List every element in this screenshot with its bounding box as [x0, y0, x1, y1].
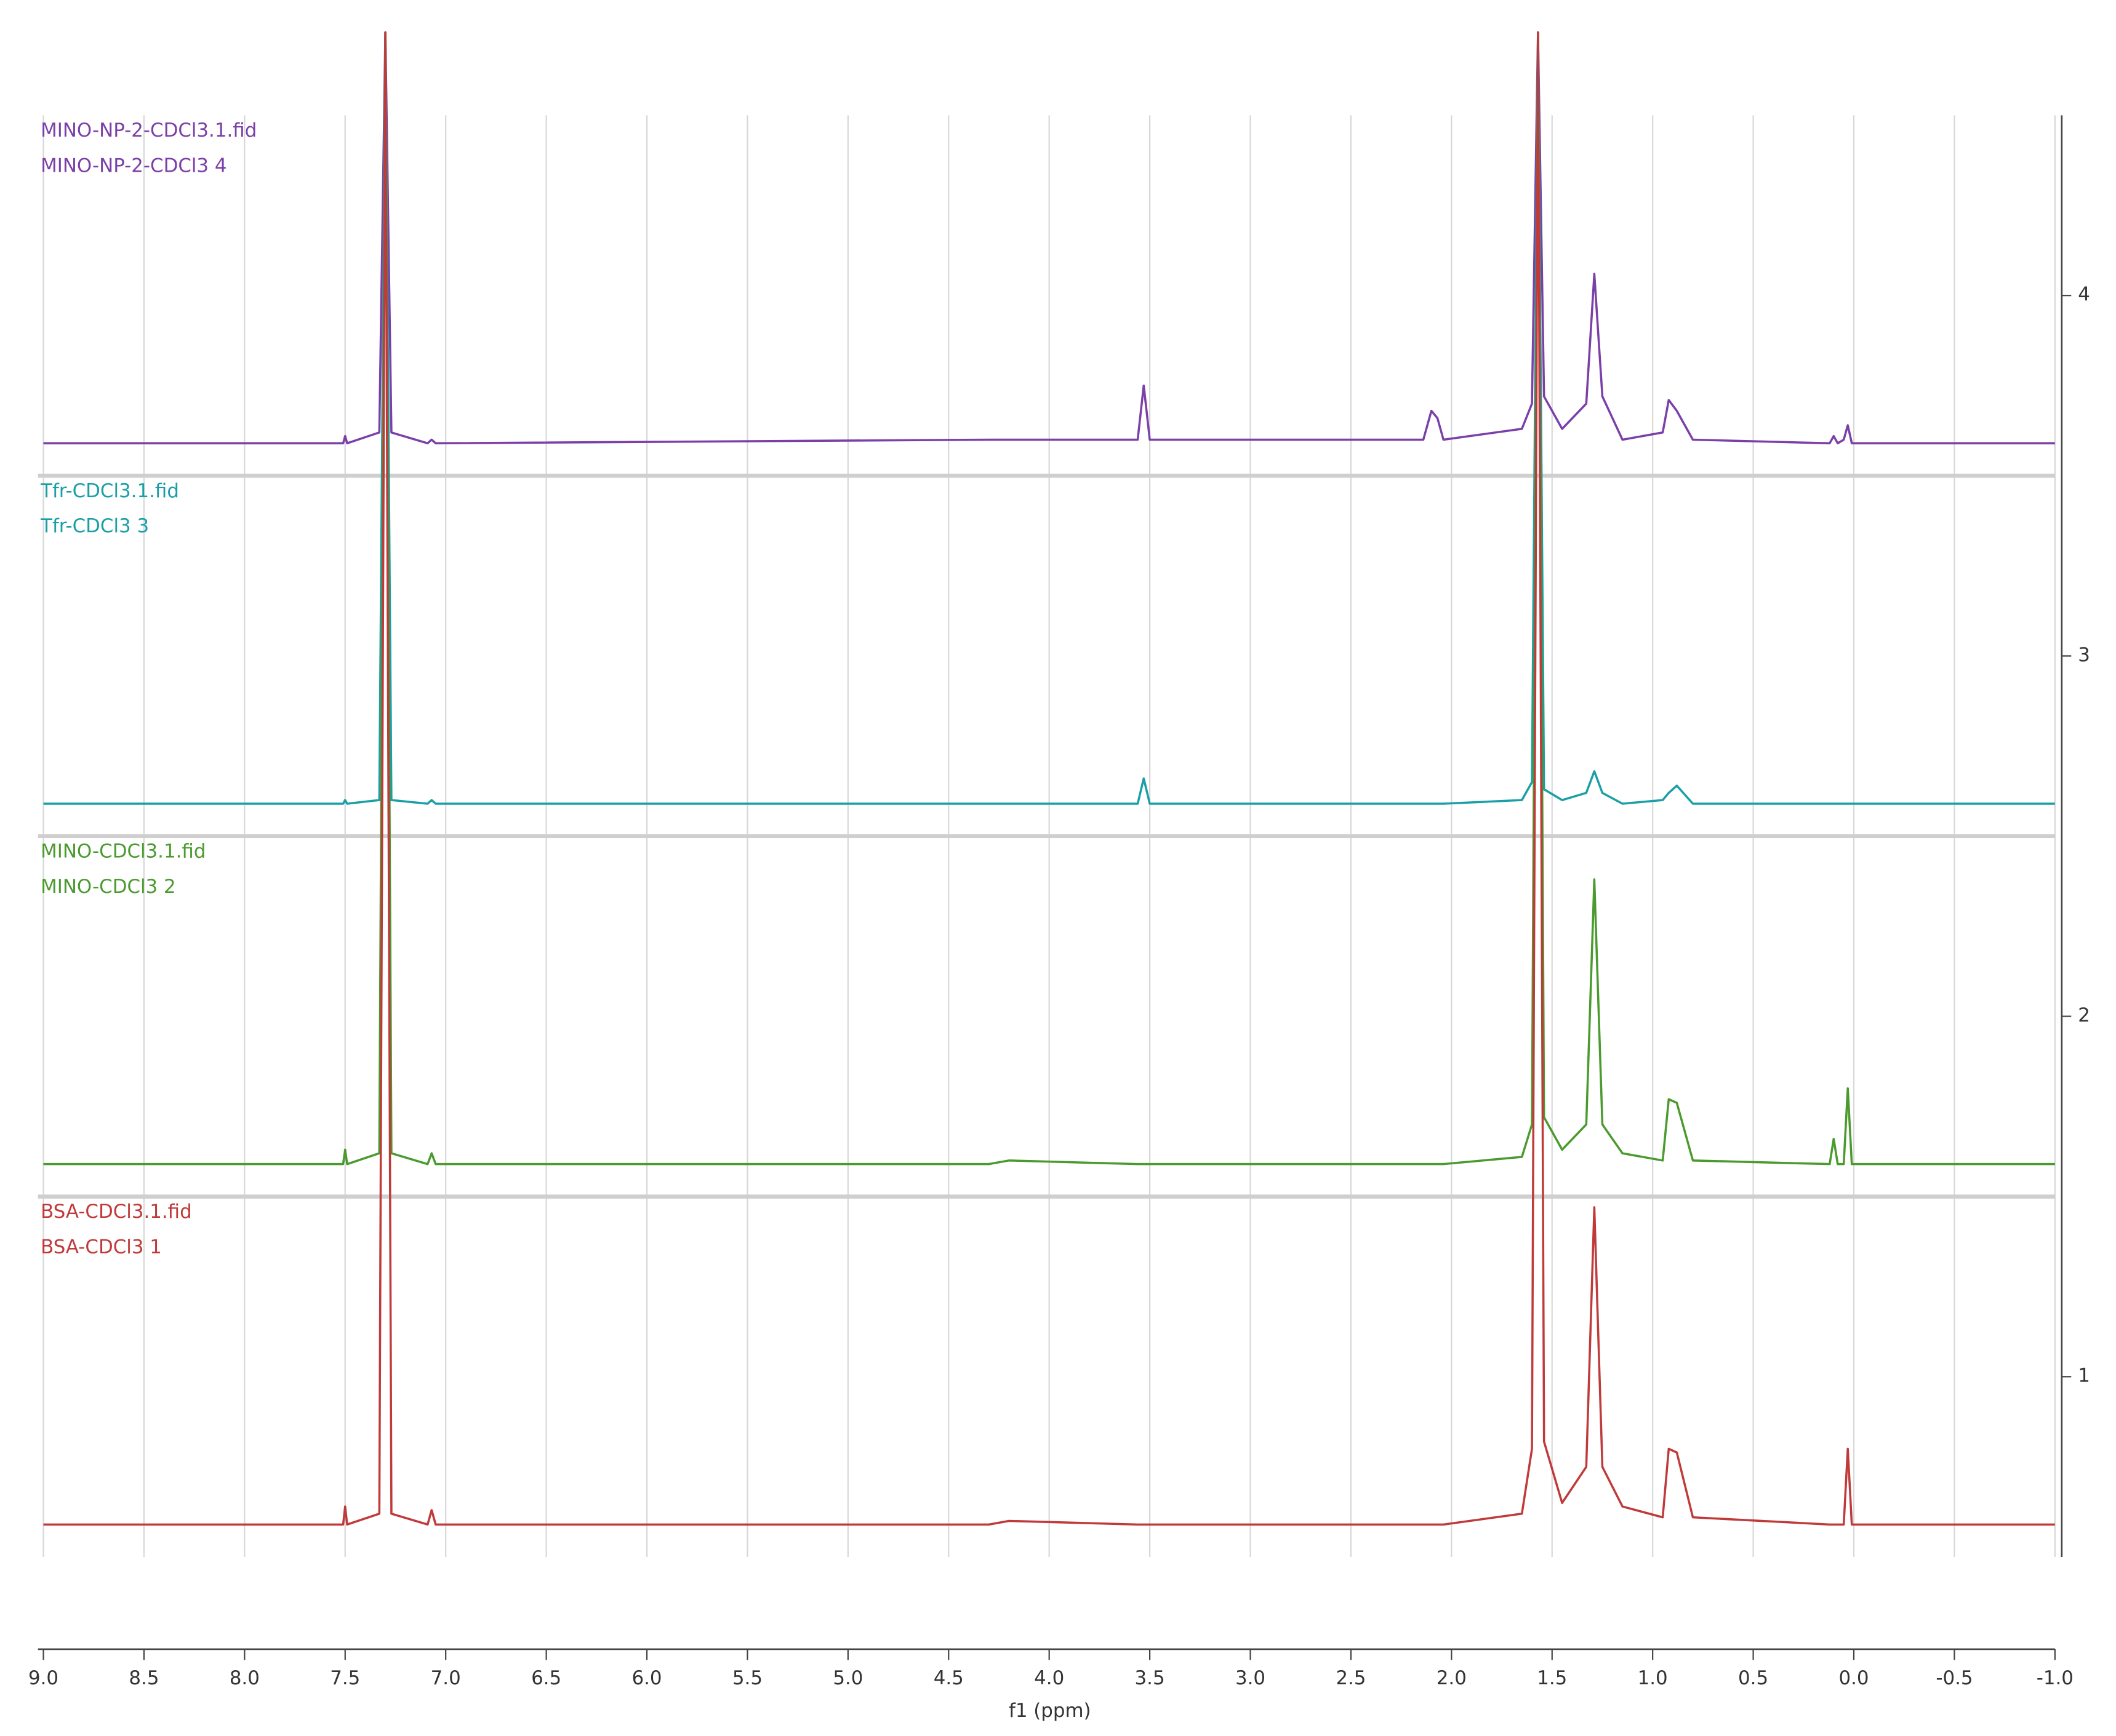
x-tick-label: 3.5 [1135, 1667, 1165, 1689]
x-tick-label: 7.5 [330, 1667, 360, 1689]
legend-file: MINO-CDCl3.1.fid [41, 841, 206, 863]
x-tick-label: 8.5 [129, 1667, 159, 1689]
x-tick-label: 5.5 [732, 1667, 763, 1689]
x-tick-label: 4.5 [934, 1667, 964, 1689]
x-tick-label: 0.0 [1838, 1667, 1869, 1689]
x-tick-label: 0.5 [1738, 1667, 1768, 1689]
x-tick-label: 1.0 [1638, 1667, 1668, 1689]
y-tick-label: 1 [2078, 1365, 2090, 1387]
legend-name: MINO-CDCl3 2 [41, 876, 176, 898]
x-tick-label: 8.0 [230, 1667, 260, 1689]
x-tick-label: 2.0 [1437, 1667, 1467, 1689]
legend-file: BSA-CDCl3.1.fid [41, 1201, 192, 1223]
x-tick-label: 6.0 [631, 1667, 662, 1689]
x-tick-label: -0.5 [1936, 1667, 1973, 1689]
legend-name: Tfr-CDCl3 3 [40, 515, 149, 537]
x-tick-label: 2.5 [1336, 1667, 1366, 1689]
x-tick-label: 9.0 [28, 1667, 58, 1689]
x-tick-label: 1.5 [1537, 1667, 1567, 1689]
legend-name: BSA-CDCl3 1 [41, 1236, 162, 1258]
spectrum [43, 31, 2055, 445]
x-tick-label: 6.5 [531, 1667, 561, 1689]
x-tick-label: 3.0 [1235, 1667, 1265, 1689]
y-tick-label: 2 [2078, 1004, 2090, 1026]
x-axis-label: f1 (ppm) [1009, 1700, 1091, 1722]
y-tick-label: 4 [2078, 284, 2090, 306]
x-tick-label: 7.0 [431, 1667, 461, 1689]
legend-file: Tfr-CDCl3.1.fid [40, 480, 179, 502]
x-tick-label: 4.0 [1034, 1667, 1064, 1689]
x-tick-label: 5.0 [833, 1667, 863, 1689]
x-tick-label: -1.0 [2037, 1667, 2074, 1689]
spectrum [43, 31, 2055, 1526]
y-tick-label: 3 [2078, 644, 2090, 666]
legend-name: MINO-NP-2-CDCl3 4 [41, 155, 226, 177]
legend-file: MINO-NP-2-CDCl3.1.fid [41, 119, 257, 142]
